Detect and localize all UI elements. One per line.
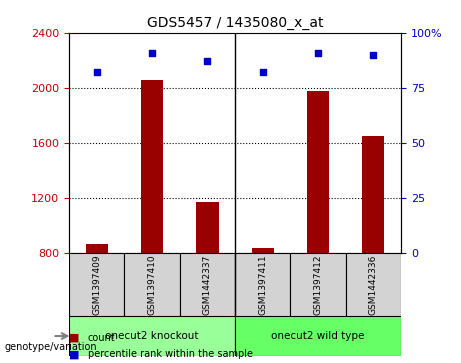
Point bbox=[148, 50, 156, 56]
Bar bbox=[86, 244, 108, 253]
Text: genotype/variation: genotype/variation bbox=[5, 342, 97, 352]
Point bbox=[259, 69, 266, 75]
Text: ■: ■ bbox=[69, 333, 80, 343]
FancyBboxPatch shape bbox=[69, 253, 124, 316]
Text: GSM1442337: GSM1442337 bbox=[203, 254, 212, 315]
Text: onecut2 wild type: onecut2 wild type bbox=[272, 331, 365, 341]
Point bbox=[204, 58, 211, 64]
Text: GSM1442336: GSM1442336 bbox=[369, 254, 378, 315]
Text: count: count bbox=[88, 333, 115, 343]
FancyBboxPatch shape bbox=[346, 253, 401, 316]
Title: GDS5457 / 1435080_x_at: GDS5457 / 1435080_x_at bbox=[147, 16, 323, 30]
Bar bbox=[307, 91, 329, 253]
Point bbox=[370, 52, 377, 58]
FancyBboxPatch shape bbox=[235, 253, 290, 316]
Text: GSM1397410: GSM1397410 bbox=[148, 254, 157, 315]
Bar bbox=[252, 248, 274, 253]
FancyBboxPatch shape bbox=[180, 253, 235, 316]
Point bbox=[93, 69, 100, 75]
Bar bbox=[196, 202, 219, 253]
Bar bbox=[362, 136, 384, 253]
Text: percentile rank within the sample: percentile rank within the sample bbox=[88, 349, 253, 359]
Text: GSM1397412: GSM1397412 bbox=[313, 254, 323, 315]
FancyBboxPatch shape bbox=[290, 253, 346, 316]
Point bbox=[314, 50, 322, 56]
Bar bbox=[141, 79, 163, 253]
Text: ■: ■ bbox=[69, 349, 80, 359]
Text: GSM1397411: GSM1397411 bbox=[258, 254, 267, 315]
Text: onecut2 knockout: onecut2 knockout bbox=[106, 331, 199, 341]
FancyBboxPatch shape bbox=[69, 316, 235, 356]
Text: GSM1397409: GSM1397409 bbox=[92, 254, 101, 315]
FancyBboxPatch shape bbox=[235, 316, 401, 356]
FancyBboxPatch shape bbox=[124, 253, 180, 316]
